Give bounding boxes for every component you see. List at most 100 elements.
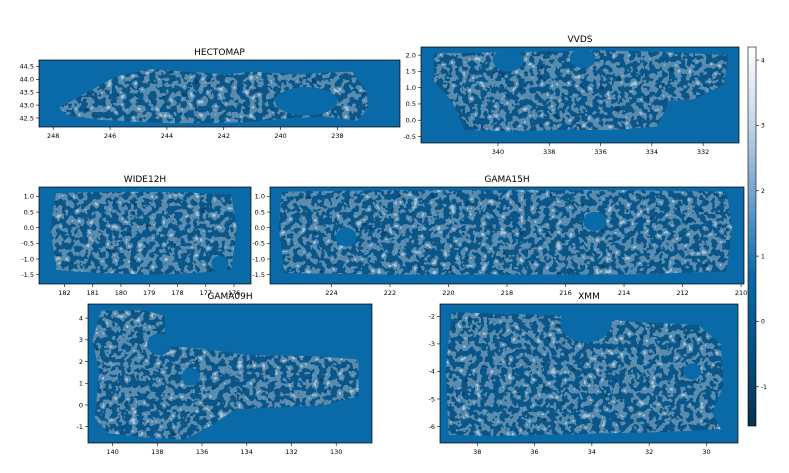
x-tick-label: 336 bbox=[594, 148, 606, 156]
survey-footprint bbox=[445, 312, 724, 437]
y-tick-label: 43.0 bbox=[20, 101, 34, 109]
x-tick-label: 36 bbox=[530, 448, 538, 456]
y-tick-label: -1.5 bbox=[21, 271, 34, 279]
y-tick-label: 4 bbox=[79, 314, 83, 322]
x-tick-label: 240 bbox=[274, 132, 286, 140]
y-tick-label: 1.0 bbox=[24, 193, 34, 201]
x-tick-label: 334 bbox=[646, 148, 658, 156]
x-tick-label: 140 bbox=[106, 448, 118, 456]
masked-region bbox=[211, 255, 229, 272]
axes-frame bbox=[87, 303, 373, 444]
x-tick-label: 177 bbox=[200, 289, 212, 297]
x-tick-label: 246 bbox=[104, 132, 116, 140]
colorbar-tick-label: 4 bbox=[761, 57, 765, 64]
x-tick-label: 136 bbox=[196, 448, 208, 456]
y-tick-label: 1.5 bbox=[406, 68, 416, 76]
y-tick-label: 43.5 bbox=[20, 89, 34, 97]
y-tick-label: 0.5 bbox=[255, 208, 265, 216]
masked-region bbox=[274, 87, 338, 116]
x-tick-label: 242 bbox=[218, 132, 230, 140]
panel-wide12h: WIDE12H 182 181 180 179 178 177 176 -1.5 -1.0 -0.5… bbox=[21, 175, 252, 297]
colorbar-tick-label: -1 bbox=[761, 384, 767, 391]
survey-footprint bbox=[278, 190, 733, 275]
axes-frame bbox=[439, 303, 739, 444]
x-tick-label: 216 bbox=[559, 289, 571, 297]
x-tick-label: 338 bbox=[543, 148, 555, 156]
y-tick-label: -1.0 bbox=[21, 255, 34, 263]
masked-region bbox=[569, 50, 596, 69]
masked-region bbox=[147, 333, 172, 356]
masked-region bbox=[583, 212, 607, 231]
x-tick-label: 38 bbox=[473, 448, 481, 456]
y-tick-label: 44.0 bbox=[20, 76, 34, 84]
x-tick-label: 30 bbox=[702, 448, 710, 456]
y-tick-label: 0.0 bbox=[24, 224, 34, 232]
y-tick-label: -0.5 bbox=[252, 240, 265, 248]
y-tick-label: 44.5 bbox=[20, 63, 34, 71]
panel-title: HECTOMAP bbox=[194, 48, 245, 58]
y-tick-label: -2 bbox=[429, 313, 435, 321]
y-tick-label: 3 bbox=[79, 336, 83, 344]
x-tick-label: 130 bbox=[330, 448, 342, 456]
y-tick-label: 0.5 bbox=[24, 208, 34, 216]
x-tick-label: 248 bbox=[47, 132, 59, 140]
x-tick-label: 210 bbox=[735, 289, 747, 297]
panel-title: XMM bbox=[578, 292, 600, 302]
masked-region bbox=[335, 227, 357, 247]
y-tick-label: 0.5 bbox=[406, 100, 416, 108]
y-tick-label: -6 bbox=[429, 423, 435, 431]
panel-title: WIDE12H bbox=[124, 175, 166, 185]
x-tick-label: 224 bbox=[325, 289, 337, 297]
y-tick-label: 0 bbox=[79, 401, 83, 409]
colorbar-tick-label: 0 bbox=[761, 319, 765, 326]
x-tick-label: 138 bbox=[151, 448, 163, 456]
masked-region bbox=[560, 312, 612, 343]
x-tick-label: 220 bbox=[442, 289, 454, 297]
panel-hectomap: HECTOMAP 248 246 244 242 240 238 42.5 43.0 43.5 44… bbox=[20, 48, 401, 140]
colorbar-tick-label: 2 bbox=[761, 188, 765, 195]
colorbar-tick-label: 1 bbox=[761, 253, 765, 260]
colorbar-ticks: -1 0 1 2 3 4 bbox=[756, 57, 767, 391]
colorbar-bar bbox=[747, 46, 757, 427]
x-tick-label: 244 bbox=[161, 132, 173, 140]
y-tick-label: 1.0 bbox=[406, 84, 416, 92]
y-tick-label: -1 bbox=[77, 423, 83, 431]
y-tick-label: -0.5 bbox=[21, 240, 34, 248]
axes-frame bbox=[38, 186, 252, 285]
x-tick-label: 214 bbox=[618, 289, 630, 297]
x-tick-label: 179 bbox=[143, 289, 155, 297]
y-tick-label: 0.0 bbox=[255, 224, 265, 232]
masked-region bbox=[181, 368, 200, 386]
panel-vvds: VVDS 340 338 336 334 332 -0.5 0.0 0.5 1.0 1.5 2.0 bbox=[403, 35, 740, 156]
y-tick-label: -5 bbox=[429, 395, 435, 403]
y-tick-label: 0.0 bbox=[406, 117, 416, 125]
x-tick-label: 32 bbox=[645, 448, 653, 456]
panel-title: GAMA15H bbox=[484, 175, 529, 185]
x-tick-label: 134 bbox=[241, 448, 253, 456]
masked-region bbox=[683, 363, 701, 380]
x-tick-label: 176 bbox=[228, 289, 240, 297]
y-tick-label: 42.5 bbox=[20, 114, 34, 122]
x-tick-label: 180 bbox=[115, 289, 127, 297]
masked-region bbox=[492, 50, 524, 72]
x-tick-label: 34 bbox=[588, 448, 596, 456]
y-tick-label: 1 bbox=[79, 380, 83, 388]
axes-frame bbox=[38, 59, 401, 128]
y-tick-label: 2 bbox=[79, 358, 83, 366]
x-tick-label: 218 bbox=[501, 289, 513, 297]
y-tick-label: -1.0 bbox=[252, 255, 265, 263]
panel-gama09h: GAMA09H 140 138 136 134 132 130 -1 0 1 2 3 4 bbox=[77, 292, 373, 456]
y-tick-label: -3 bbox=[429, 340, 435, 348]
y-tick-label: 2.0 bbox=[406, 51, 416, 59]
x-tick-label: 340 bbox=[492, 148, 504, 156]
axes-frame bbox=[420, 46, 740, 144]
x-tick-label: 178 bbox=[171, 289, 183, 297]
colorbar: -1 0 1 2 3 4 bbox=[747, 46, 767, 427]
panel-gama15h: GAMA15H 224 222 220 218 216 214 212 210 -1.5 -1.0 -… bbox=[252, 175, 747, 297]
survey-footprint bbox=[58, 69, 369, 124]
panel-title: VVDS bbox=[568, 35, 593, 45]
y-tick-label: -1.5 bbox=[252, 271, 265, 279]
x-tick-label: 132 bbox=[285, 448, 297, 456]
colorbar-tick-label: 3 bbox=[761, 123, 765, 130]
